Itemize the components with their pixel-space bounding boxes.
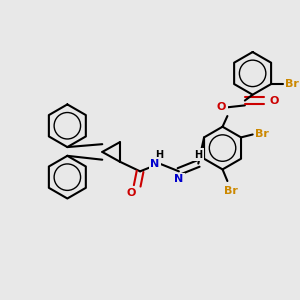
Text: O: O	[127, 188, 136, 198]
Text: Br: Br	[255, 130, 269, 140]
Text: O: O	[217, 102, 226, 112]
Text: H: H	[194, 150, 202, 160]
Text: O: O	[269, 95, 279, 106]
Text: N: N	[150, 159, 159, 169]
Text: Br: Br	[224, 186, 238, 196]
Text: H: H	[155, 150, 164, 160]
Text: Br: Br	[286, 79, 299, 89]
Text: N: N	[174, 174, 184, 184]
